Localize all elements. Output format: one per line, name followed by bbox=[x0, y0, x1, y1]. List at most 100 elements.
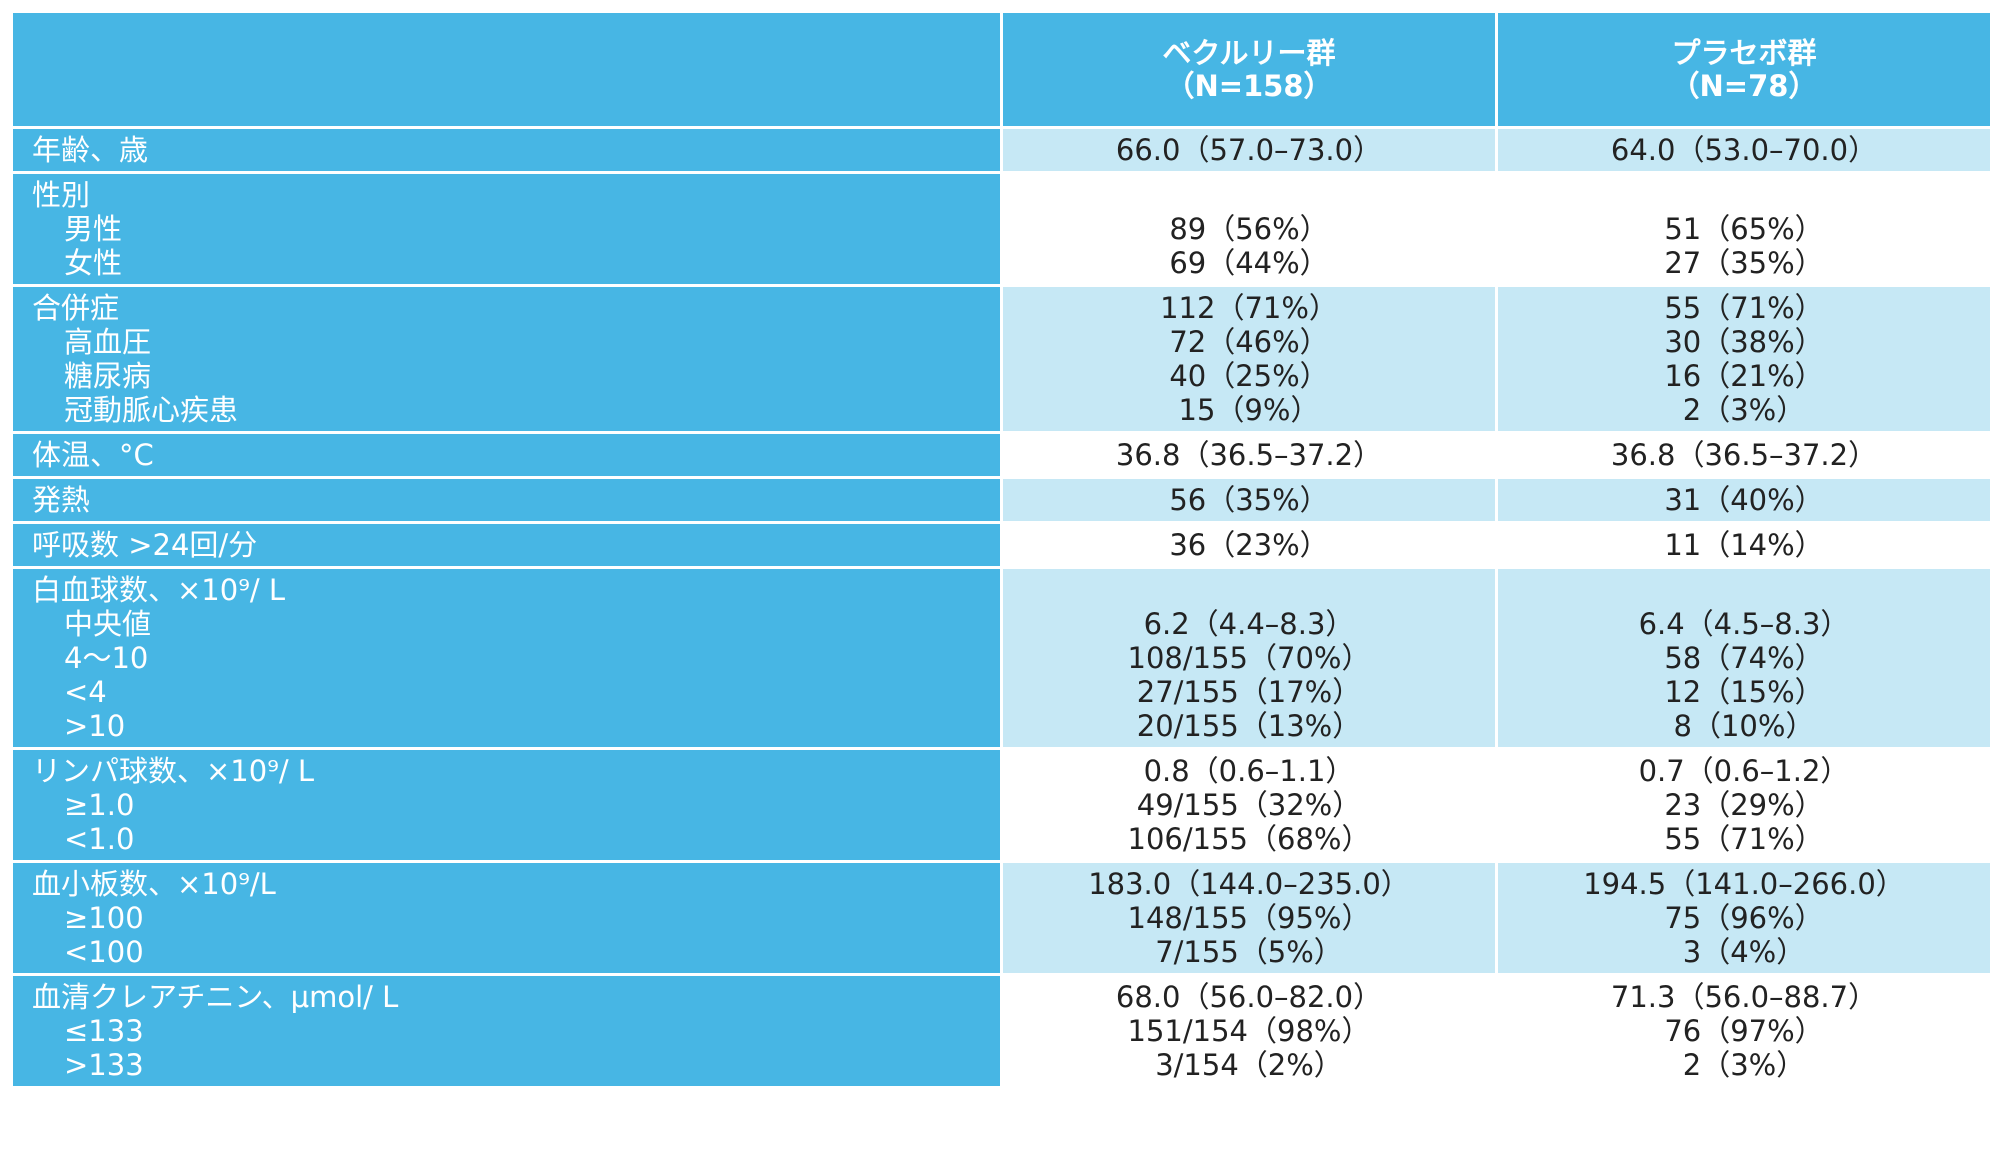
group-a-value: 56（35%） bbox=[1169, 483, 1329, 517]
group-a-value: 112（71%） bbox=[1160, 291, 1338, 325]
group-a-value: 36.8（36.5–37.2） bbox=[1115, 438, 1383, 472]
group-a-value: 3/154（2%） bbox=[1155, 1048, 1343, 1082]
group-b-value-cell: 31（40%） bbox=[1495, 476, 1993, 524]
group-a-value: 148/155（95%） bbox=[1127, 901, 1371, 935]
table-row: リンパ球数、×10⁹/ L ≥1.0 <1.0 0.8（0.6–1.1） 49/155（… bbox=[10, 747, 1993, 863]
group-a-value: 69（44%） bbox=[1169, 246, 1329, 280]
row-label: 年齢、歳 bbox=[32, 133, 149, 167]
sub-label: 中央値 bbox=[64, 607, 152, 641]
sub-label: ≤133 bbox=[64, 1014, 144, 1048]
group-b-value-cell: 36.8（36.5–37.2） bbox=[1495, 431, 1993, 479]
group-a-value: 36（23%） bbox=[1169, 528, 1329, 562]
group-b-value-cell: 6.4（4.5–8.3） 58（74%） 12（15%） 8（10%） bbox=[1495, 566, 1993, 750]
group-b-value: 8（10%） bbox=[1673, 709, 1815, 743]
group-b-n: （N=78） bbox=[1670, 68, 1818, 103]
group-a-value: 49/155（32%） bbox=[1136, 788, 1362, 822]
group-b-value: 51（65%） bbox=[1664, 212, 1824, 246]
row-label-cell: リンパ球数、×10⁹/ L ≥1.0 <1.0 bbox=[10, 747, 1003, 863]
group-b-value: 55（71%） bbox=[1664, 822, 1824, 856]
row-label: 発熱 bbox=[32, 483, 91, 517]
table-row: 血小板数、×10⁹/L ≥100 <100 183.0（144.0–235.0） 148… bbox=[10, 860, 1993, 976]
row-label-cell: 白血球数、×10⁹/ L 中央値 4～10 <4 >10 bbox=[10, 566, 1003, 750]
group-a-value-cell: 89（56%） 69（44%） bbox=[1000, 171, 1498, 287]
row-label: 白血球数、×10⁹/ L bbox=[32, 573, 285, 607]
group-b-value bbox=[1498, 178, 1990, 212]
group-a-value: 6.2（4.4–8.3） bbox=[1143, 607, 1355, 641]
sub-label: 冠動脈心疾患 bbox=[64, 393, 239, 427]
group-a-value-cell: 36.8（36.5–37.2） bbox=[1000, 431, 1498, 479]
table-row: 性別 男性 女性 89（56%） 69（44%） 51（65%） 27（35%） bbox=[10, 171, 1993, 287]
group-a-value-cell: 112（71%） 72（46%） 40（25%） 15（9%） bbox=[1000, 284, 1498, 434]
sub-label: ≥100 bbox=[64, 901, 144, 935]
group-a-value: 40（25%） bbox=[1169, 359, 1329, 393]
group-b-value: 30（38%） bbox=[1664, 325, 1824, 359]
group-a-value-cell: 66.0（57.0–73.0） bbox=[1000, 126, 1498, 174]
header-group-a-cell: ベクルリー群 （N=158） bbox=[1000, 10, 1498, 129]
group-b-value: 16（21%） bbox=[1664, 359, 1824, 393]
group-a-n: （N=158） bbox=[1165, 68, 1333, 103]
row-label: 血清クレアチニン、μmol/ L bbox=[32, 980, 399, 1014]
table-header-row: ベクルリー群 （N=158） プラセボ群 （N=78） bbox=[10, 10, 1993, 129]
group-a-value: 20/155（13%） bbox=[1136, 709, 1362, 743]
group-a-value: 66.0（57.0–73.0） bbox=[1115, 133, 1383, 167]
group-b-value: 31（40%） bbox=[1664, 483, 1824, 517]
group-b-name: プラセボ群 bbox=[1671, 35, 1817, 70]
sub-label: 糖尿病 bbox=[64, 359, 152, 393]
table-row: 血清クレアチニン、μmol/ L ≤133 >133 68.0（56.0–82.0） 1… bbox=[10, 973, 1993, 1089]
group-b-value: 12（15%） bbox=[1664, 675, 1824, 709]
row-label: 呼吸数 >24回/分 bbox=[32, 528, 258, 562]
sub-label: >133 bbox=[64, 1048, 144, 1082]
group-a-value: 68.0（56.0–82.0） bbox=[1115, 980, 1383, 1014]
group-b-value: 2（3%） bbox=[1682, 393, 1806, 427]
group-a-value-cell: 68.0（56.0–82.0） 151/154（98%） 3/154（2%） bbox=[1000, 973, 1498, 1089]
sub-label: <100 bbox=[64, 935, 144, 969]
sub-label: 女性 bbox=[64, 246, 123, 280]
header-label-cell bbox=[10, 10, 1003, 129]
group-a-value: 15（9%） bbox=[1178, 393, 1320, 427]
group-a-value-cell: 183.0（144.0–235.0） 148/155（95%） 7/155（5%） bbox=[1000, 860, 1498, 976]
sub-label: 高血圧 bbox=[64, 325, 152, 359]
group-b-value-cell: 64.0（53.0–70.0） bbox=[1495, 126, 1993, 174]
group-b-value: 27（35%） bbox=[1664, 246, 1824, 280]
row-label: リンパ球数、×10⁹/ L bbox=[32, 754, 314, 788]
group-a-value bbox=[1003, 178, 1495, 212]
row-label-cell: 性別 男性 女性 bbox=[10, 171, 1003, 287]
group-b-value-cell: 11（14%） bbox=[1495, 521, 1993, 569]
group-a-value-cell: 0.8（0.6–1.1） 49/155（32%） 106/155（68%） bbox=[1000, 747, 1498, 863]
row-label-cell: 合併症 高血圧 糖尿病 冠動脈心疾患 bbox=[10, 284, 1003, 434]
group-b-value-cell: 71.3（56.0–88.7） 76（97%） 2（3%） bbox=[1495, 973, 1993, 1089]
table-body: 年齢、歳 66.0（57.0–73.0） 64.0（53.0–70.0） 性別 男性 女性… bbox=[10, 126, 1993, 1089]
group-a-value: 108/155（70%） bbox=[1127, 641, 1371, 675]
group-a-value-cell: 6.2（4.4–8.3） 108/155（70%） 27/155（17%） 20/15… bbox=[1000, 566, 1498, 750]
group-b-value: 64.0（53.0–70.0） bbox=[1610, 133, 1878, 167]
group-a-value: 27/155（17%） bbox=[1136, 675, 1362, 709]
group-a-value-cell: 36（23%） bbox=[1000, 521, 1498, 569]
table-row: 体温、°C 36.8（36.5–37.2） 36.8（36.5–37.2） bbox=[10, 431, 1993, 479]
table-row: 年齢、歳 66.0（57.0–73.0） 64.0（53.0–70.0） bbox=[10, 126, 1993, 174]
group-b-value: 76（97%） bbox=[1664, 1014, 1824, 1048]
group-b-value-cell: 194.5（141.0–266.0） 75（96%） 3（4%） bbox=[1495, 860, 1993, 976]
group-b-value-cell: 51（65%） 27（35%） bbox=[1495, 171, 1993, 287]
group-b-value: 6.4（4.5–8.3） bbox=[1638, 607, 1850, 641]
group-b-value: 71.3（56.0–88.7） bbox=[1610, 980, 1878, 1014]
baseline-characteristics-table-container: ベクルリー群 （N=158） プラセボ群 （N=78） 年齢、歳 66.0（57.… bbox=[10, 10, 1993, 1089]
group-a-value: 0.8（0.6–1.1） bbox=[1143, 754, 1355, 788]
group-b-value: 11（14%） bbox=[1664, 528, 1824, 562]
group-a-value: 7/155（5%） bbox=[1155, 935, 1343, 969]
group-b-value: 36.8（36.5–37.2） bbox=[1610, 438, 1878, 472]
sub-label: ≥1.0 bbox=[64, 788, 135, 822]
group-b-value: 23（29%） bbox=[1664, 788, 1824, 822]
group-b-value: 2（3%） bbox=[1682, 1048, 1806, 1082]
group-b-value-cell: 55（71%） 30（38%） 16（21%） 2（3%） bbox=[1495, 284, 1993, 434]
group-a-value: 183.0（144.0–235.0） bbox=[1088, 867, 1410, 901]
table-row: 白血球数、×10⁹/ L 中央値 4～10 <4 >10 6.2（4.4–8.3） 108/… bbox=[10, 566, 1993, 750]
group-b-value: 0.7（0.6–1.2） bbox=[1638, 754, 1850, 788]
sub-label: 男性 bbox=[64, 212, 123, 246]
row-label-cell: 発熱 bbox=[10, 476, 1003, 524]
sub-label: <1.0 bbox=[64, 822, 135, 856]
sub-label: 4～10 bbox=[64, 641, 149, 675]
sub-label: <4 bbox=[64, 675, 107, 709]
group-b-value: 75（96%） bbox=[1664, 901, 1824, 935]
row-label-cell: 血小板数、×10⁹/L ≥100 <100 bbox=[10, 860, 1003, 976]
table-row: 合併症 高血圧 糖尿病 冠動脈心疾患 112（71%） 72（46%） 40（25%） 15（… bbox=[10, 284, 1993, 434]
